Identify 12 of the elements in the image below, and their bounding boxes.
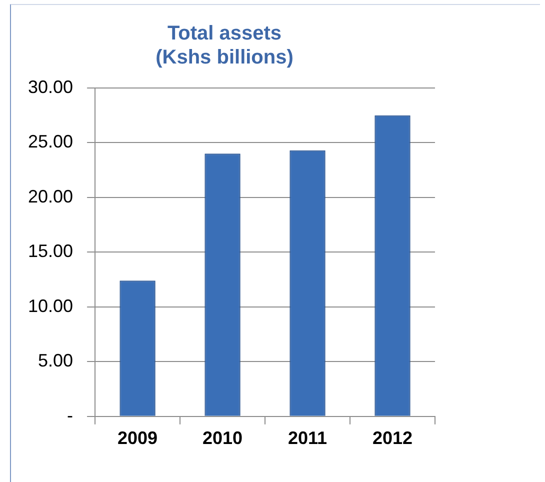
y-tick-label: 10.00 [28,296,74,316]
chart-title: Total assets (Kshs billions) [156,22,294,69]
y-tick-label: 15.00 [28,241,74,262]
y-tick-label: 30.00 [28,76,74,97]
y-tick-label: 5.00 [38,350,74,371]
y-tick-label: - [67,405,74,426]
x-tick-label: 2012 [372,428,413,448]
y-tick-label: 25.00 [28,132,74,152]
y-tick-label: 20.00 [28,186,74,206]
x-tick-label: 2009 [118,428,158,448]
x-tick-label: 2011 [288,428,328,448]
x-tick-label: 2010 [202,428,243,448]
